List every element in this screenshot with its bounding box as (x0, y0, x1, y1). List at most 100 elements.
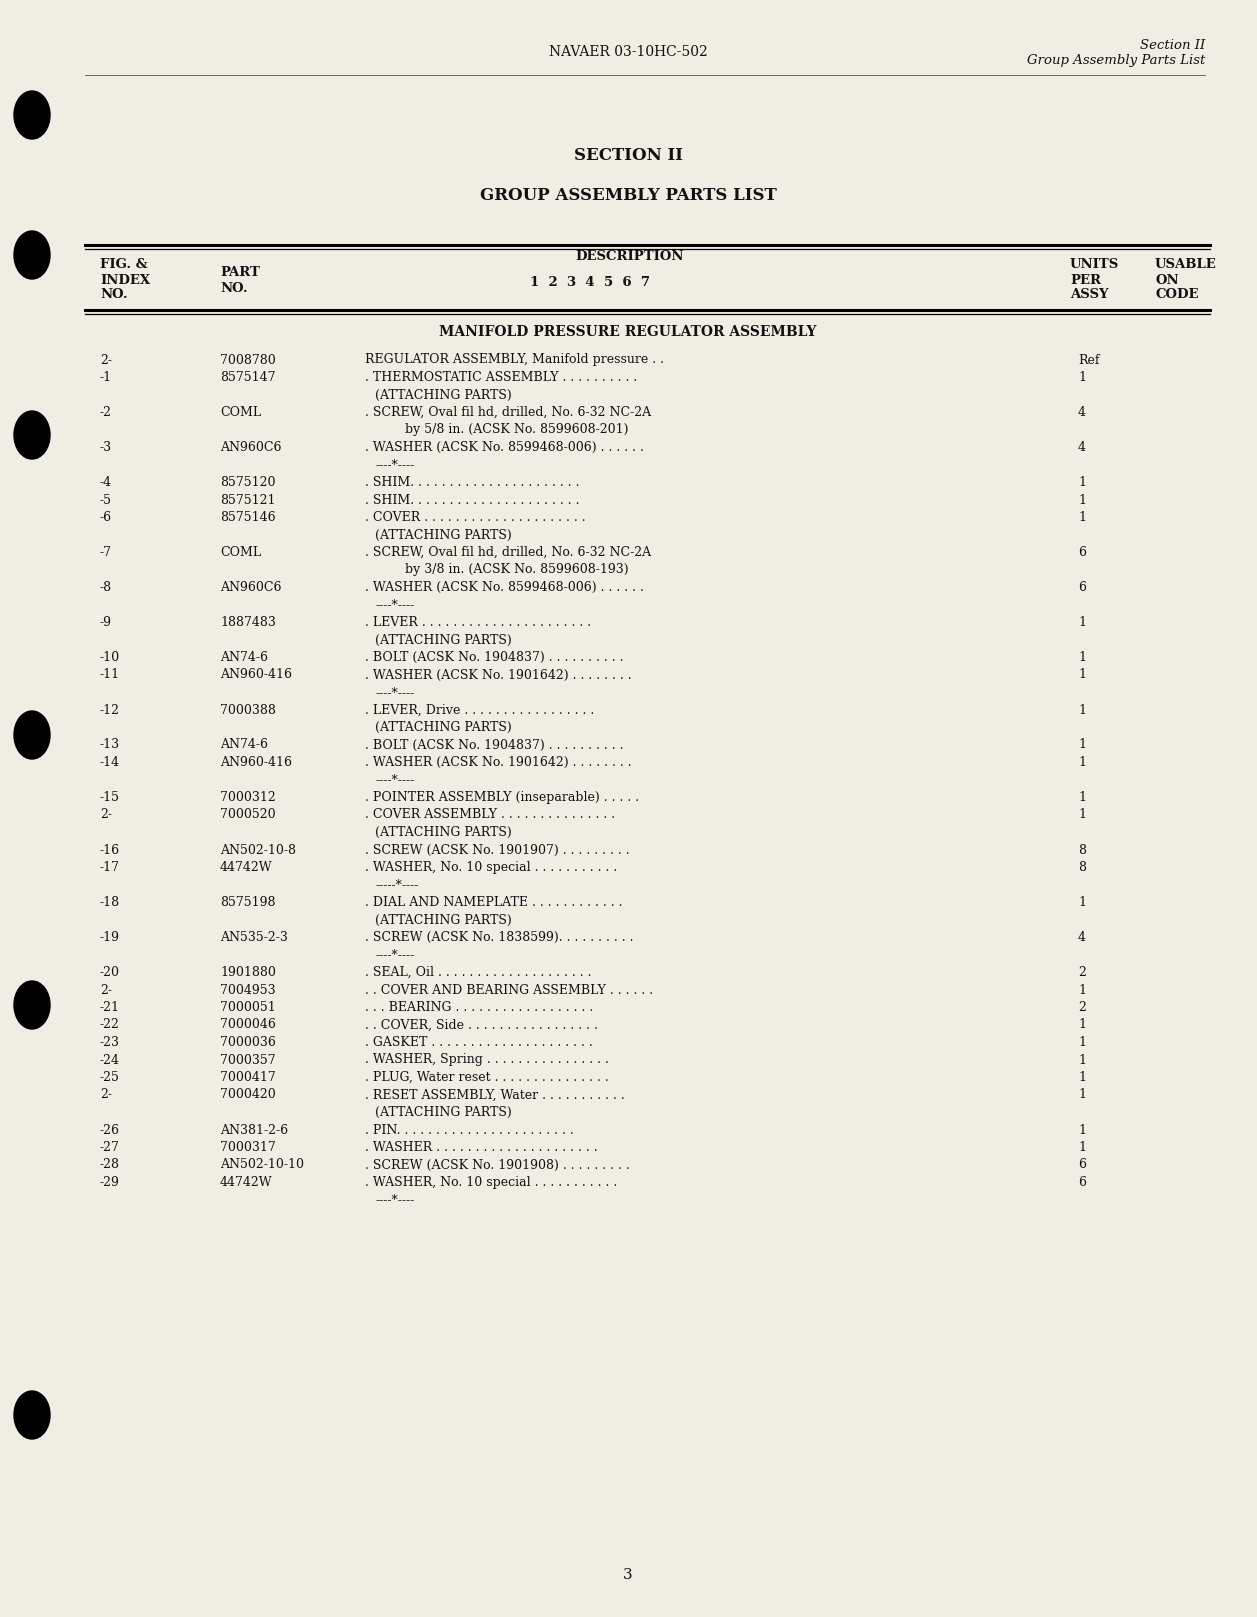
Text: . LEVER, Drive . . . . . . . . . . . . . . . . .: . LEVER, Drive . . . . . . . . . . . . .… (365, 703, 595, 716)
Text: ----*----: ----*---- (375, 598, 415, 611)
Text: 7000420: 7000420 (220, 1088, 275, 1101)
Text: -7: -7 (101, 547, 112, 559)
Text: DESCRIPTION: DESCRIPTION (576, 251, 684, 264)
Text: NO.: NO. (220, 281, 248, 294)
Text: 1: 1 (1079, 475, 1086, 488)
Text: 1  2  3  4  5  6  7: 1 2 3 4 5 6 7 (530, 275, 650, 288)
Text: . WASHER, Spring . . . . . . . . . . . . . . . .: . WASHER, Spring . . . . . . . . . . . .… (365, 1054, 608, 1067)
Text: by 5/8 in. (ACSK No. 8599608-201): by 5/8 in. (ACSK No. 8599608-201) (405, 424, 628, 437)
Text: 8575146: 8575146 (220, 511, 275, 524)
Text: SECTION II: SECTION II (573, 147, 683, 163)
Text: . . COVER, Side . . . . . . . . . . . . . . . . .: . . COVER, Side . . . . . . . . . . . . … (365, 1019, 598, 1032)
Text: -28: -28 (101, 1158, 119, 1171)
Text: -1: -1 (101, 370, 112, 383)
Text: UNITS: UNITS (1070, 259, 1119, 272)
Text: . RESET ASSEMBLY, Water . . . . . . . . . . .: . RESET ASSEMBLY, Water . . . . . . . . … (365, 1088, 625, 1101)
Text: AN502-10-8: AN502-10-8 (220, 844, 295, 857)
Text: AN960-416: AN960-416 (220, 668, 292, 681)
Text: -19: -19 (101, 931, 119, 944)
Text: (ATTACHING PARTS): (ATTACHING PARTS) (375, 721, 512, 734)
Text: 1: 1 (1079, 808, 1086, 821)
Text: 1: 1 (1079, 652, 1086, 665)
Text: 7000317: 7000317 (220, 1142, 275, 1155)
Text: 7000417: 7000417 (220, 1070, 275, 1083)
Text: -4: -4 (101, 475, 112, 488)
Text: 1: 1 (1079, 1142, 1086, 1155)
Text: . LEVER . . . . . . . . . . . . . . . . . . . . . .: . LEVER . . . . . . . . . . . . . . . . … (365, 616, 591, 629)
Text: USABLE: USABLE (1155, 259, 1217, 272)
Text: -27: -27 (101, 1142, 119, 1155)
Text: 1901880: 1901880 (220, 965, 275, 978)
Text: . COVER ASSEMBLY . . . . . . . . . . . . . . .: . COVER ASSEMBLY . . . . . . . . . . . .… (365, 808, 615, 821)
Text: AN960-416: AN960-416 (220, 757, 292, 770)
Text: PER: PER (1070, 273, 1101, 286)
Text: -6: -6 (101, 511, 112, 524)
Text: 7000036: 7000036 (220, 1036, 275, 1049)
Text: . WASHER, No. 10 special . . . . . . . . . . .: . WASHER, No. 10 special . . . . . . . .… (365, 1176, 617, 1188)
Text: 6: 6 (1079, 547, 1086, 559)
Text: -29: -29 (101, 1176, 119, 1188)
Text: . SCREW, Oval fil hd, drilled, No. 6-32 NC-2A: . SCREW, Oval fil hd, drilled, No. 6-32 … (365, 547, 651, 559)
Text: 2: 2 (1079, 965, 1086, 978)
Text: -18: -18 (101, 896, 121, 909)
Text: 1: 1 (1079, 1054, 1086, 1067)
Text: NAVAER 03-10HC-502: NAVAER 03-10HC-502 (548, 45, 708, 58)
Text: . BOLT (ACSK No. 1904837) . . . . . . . . . .: . BOLT (ACSK No. 1904837) . . . . . . . … (365, 739, 623, 752)
Text: 7008780: 7008780 (220, 354, 275, 367)
Text: -25: -25 (101, 1070, 119, 1083)
Text: 1: 1 (1079, 983, 1086, 996)
Text: . COVER . . . . . . . . . . . . . . . . . . . . .: . COVER . . . . . . . . . . . . . . . . … (365, 511, 586, 524)
Text: ----*----: ----*---- (375, 686, 415, 699)
Text: 44742W: 44742W (220, 860, 273, 875)
Text: 1: 1 (1079, 1124, 1086, 1137)
Text: by 3/8 in. (ACSK No. 8599608-193): by 3/8 in. (ACSK No. 8599608-193) (405, 563, 628, 577)
Text: 2: 2 (1079, 1001, 1086, 1014)
Text: . WASHER, No. 10 special . . . . . . . . . . .: . WASHER, No. 10 special . . . . . . . .… (365, 860, 617, 875)
Text: . GASKET . . . . . . . . . . . . . . . . . . . . .: . GASKET . . . . . . . . . . . . . . . .… (365, 1036, 593, 1049)
Text: . SCREW (ACSK No. 1901907) . . . . . . . . .: . SCREW (ACSK No. 1901907) . . . . . . .… (365, 844, 630, 857)
Text: ----*----: ----*---- (375, 1193, 415, 1206)
Text: 8575147: 8575147 (220, 370, 275, 383)
Text: . . COVER AND BEARING ASSEMBLY . . . . . .: . . COVER AND BEARING ASSEMBLY . . . . .… (365, 983, 654, 996)
Text: -9: -9 (101, 616, 112, 629)
Text: 1: 1 (1079, 1088, 1086, 1101)
Text: CODE: CODE (1155, 288, 1198, 301)
Text: . WASHER (ACSK No. 1901642) . . . . . . . .: . WASHER (ACSK No. 1901642) . . . . . . … (365, 668, 631, 681)
Text: -----*----: -----*---- (375, 878, 419, 891)
Text: 1: 1 (1079, 703, 1086, 716)
Text: . PLUG, Water reset . . . . . . . . . . . . . . .: . PLUG, Water reset . . . . . . . . . . … (365, 1070, 608, 1083)
Text: 2-: 2- (101, 808, 112, 821)
Text: (ATTACHING PARTS): (ATTACHING PARTS) (375, 634, 512, 647)
Text: 1: 1 (1079, 511, 1086, 524)
Text: ASSY: ASSY (1070, 288, 1109, 301)
Text: 2-: 2- (101, 354, 112, 367)
Text: COML: COML (220, 547, 261, 559)
Text: -21: -21 (101, 1001, 119, 1014)
Text: 4: 4 (1079, 441, 1086, 454)
Text: 3: 3 (623, 1568, 632, 1581)
Text: Ref: Ref (1079, 354, 1100, 367)
Text: . WASHER (ACSK No. 8599468-006) . . . . . .: . WASHER (ACSK No. 8599468-006) . . . . … (365, 441, 644, 454)
Text: -5: -5 (101, 493, 112, 506)
Text: 7004953: 7004953 (220, 983, 275, 996)
Text: 7000051: 7000051 (220, 1001, 275, 1014)
Text: 8575120: 8575120 (220, 475, 275, 488)
Text: 4: 4 (1079, 931, 1086, 944)
Text: . BOLT (ACSK No. 1904837) . . . . . . . . . .: . BOLT (ACSK No. 1904837) . . . . . . . … (365, 652, 623, 665)
Text: Section II: Section II (1140, 39, 1205, 52)
Text: GROUP ASSEMBLY PARTS LIST: GROUP ASSEMBLY PARTS LIST (480, 186, 777, 204)
Ellipse shape (14, 711, 50, 758)
Text: 1: 1 (1079, 791, 1086, 804)
Text: AN74-6: AN74-6 (220, 652, 268, 665)
Text: . WASHER . . . . . . . . . . . . . . . . . . . . .: . WASHER . . . . . . . . . . . . . . . .… (365, 1142, 597, 1155)
Text: 6: 6 (1079, 581, 1086, 593)
Text: -3: -3 (101, 441, 112, 454)
Text: . DIAL AND NAMEPLATE . . . . . . . . . . . .: . DIAL AND NAMEPLATE . . . . . . . . . .… (365, 896, 622, 909)
Text: ON: ON (1155, 273, 1179, 286)
Text: -22: -22 (101, 1019, 119, 1032)
Text: . THERMOSTATIC ASSEMBLY . . . . . . . . . .: . THERMOSTATIC ASSEMBLY . . . . . . . . … (365, 370, 637, 383)
Text: 1887483: 1887483 (220, 616, 275, 629)
Text: COML: COML (220, 406, 261, 419)
Text: ----*----: ----*---- (375, 949, 415, 962)
Ellipse shape (14, 411, 50, 459)
